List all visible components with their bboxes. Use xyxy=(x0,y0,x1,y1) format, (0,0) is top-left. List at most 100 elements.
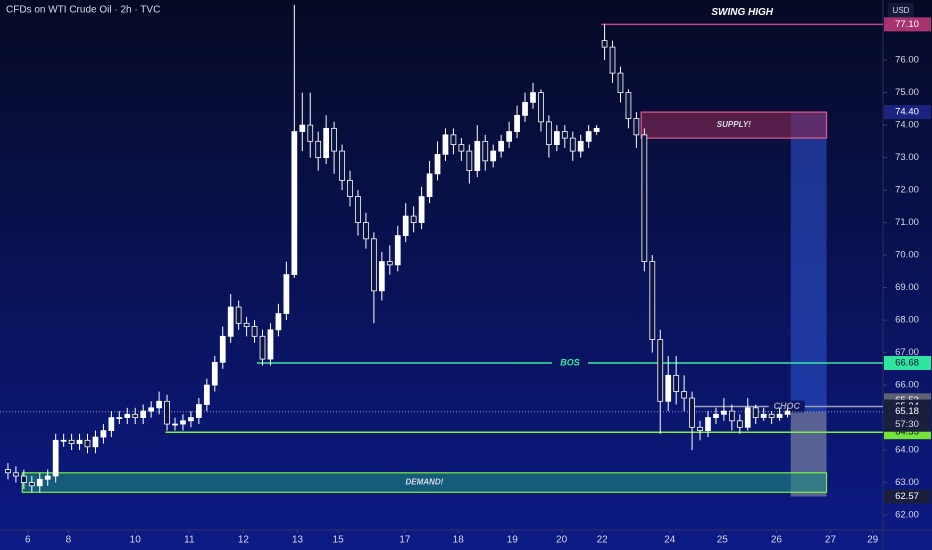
candle-body xyxy=(609,46,616,74)
price-tag xyxy=(884,489,931,504)
candle-body xyxy=(100,430,107,438)
candle-body xyxy=(784,410,791,415)
candle-body xyxy=(697,426,703,431)
x-tick-label: 20 xyxy=(556,535,568,546)
price-tag xyxy=(884,404,931,419)
price-tag-label: 74.40 xyxy=(895,107,919,118)
candle-body xyxy=(140,410,147,418)
candle-body xyxy=(601,40,608,48)
candle-body xyxy=(219,335,226,363)
x-tick-label: 13 xyxy=(292,535,304,546)
currency: USD xyxy=(893,6,910,15)
candle-body xyxy=(665,374,672,402)
candle-body xyxy=(13,472,19,477)
price-tag xyxy=(884,105,931,120)
y-tick-label: 69.00 xyxy=(895,282,919,293)
candle-body xyxy=(84,439,91,448)
candle-body xyxy=(116,417,123,419)
y-tick-label: 66.00 xyxy=(895,380,919,391)
candle-body xyxy=(490,150,497,162)
y-tick-label: 74.00 xyxy=(895,120,919,131)
candle-body xyxy=(744,407,751,428)
candle-body xyxy=(394,235,401,266)
candle-body xyxy=(402,215,409,236)
candle-body xyxy=(458,144,465,152)
candle-body xyxy=(506,131,512,142)
candle-body xyxy=(546,121,552,146)
candle-body xyxy=(148,407,155,412)
y-tick-label: 75.00 xyxy=(895,87,919,98)
x-tick-label: 11 xyxy=(184,535,195,546)
candle-body xyxy=(625,92,632,120)
candle-body xyxy=(514,114,520,133)
candle-body xyxy=(339,150,345,181)
label-bg xyxy=(768,400,805,413)
candle-body xyxy=(617,72,624,94)
candle-body xyxy=(132,413,139,418)
x-tick-label: 12 xyxy=(238,535,250,546)
candle-body xyxy=(410,215,417,223)
candle-body xyxy=(768,413,775,418)
candle-body xyxy=(378,261,385,292)
x-tick-label: 19 xyxy=(507,535,519,546)
candle-body xyxy=(259,335,266,360)
x-tick-label: 25 xyxy=(717,535,729,546)
candle-body xyxy=(728,410,735,422)
zone xyxy=(640,111,828,139)
candle-body xyxy=(196,404,202,418)
candle-body xyxy=(474,140,481,172)
candle-body xyxy=(649,261,656,340)
price-tag-label: 62.57 xyxy=(895,491,919,502)
candle-body xyxy=(569,137,576,152)
candle-body xyxy=(426,173,433,197)
candle-body xyxy=(323,127,330,159)
candle-body xyxy=(538,92,544,123)
candle-body xyxy=(124,413,131,418)
candle-body xyxy=(442,134,449,155)
y-tick-label: 73.00 xyxy=(895,152,919,163)
x-tick-label: 24 xyxy=(664,535,676,546)
label-bg xyxy=(551,356,588,369)
y-tick-label: 63.00 xyxy=(895,477,919,488)
candle-body xyxy=(307,124,314,142)
candle-body xyxy=(577,140,584,152)
y-tick-label: 71.00 xyxy=(895,217,919,228)
candle-body xyxy=(331,127,337,152)
candle-body xyxy=(227,306,234,337)
candle-body xyxy=(363,222,369,240)
candle-body xyxy=(180,420,186,425)
candle-body xyxy=(243,322,250,327)
candle-body xyxy=(681,391,687,399)
candle-body xyxy=(561,131,568,139)
candle-body xyxy=(172,423,178,426)
candle-body xyxy=(482,140,489,162)
candle-body xyxy=(60,439,67,442)
candle-body xyxy=(283,274,290,314)
y-tick-label: 72.00 xyxy=(895,185,919,196)
candle-body xyxy=(5,469,11,474)
candle-body xyxy=(211,361,218,386)
countdown: 57:30 xyxy=(895,419,919,430)
zone-label: SUPPLY! xyxy=(717,120,751,129)
candle-body xyxy=(92,436,99,448)
candle-body xyxy=(275,313,282,331)
candle-body xyxy=(386,261,393,266)
y-tick-label: 76.00 xyxy=(895,55,919,66)
projection-target xyxy=(790,112,827,412)
level-label: CHOC xyxy=(773,401,800,411)
candle-body xyxy=(267,329,274,360)
candle-body xyxy=(450,134,457,146)
candle-body xyxy=(713,413,719,418)
candle-body xyxy=(371,238,377,292)
candle-body xyxy=(522,101,528,116)
candle-body xyxy=(188,417,194,422)
candle-body xyxy=(736,420,743,428)
level-label: SWING HIGH xyxy=(711,7,773,18)
candle-body xyxy=(44,475,51,480)
candle-body xyxy=(689,397,695,428)
candle-body xyxy=(355,196,361,223)
candle-body xyxy=(752,407,759,418)
chart-title: CFDs on WTI Crude Oil · 2h · TVC xyxy=(6,5,160,16)
candle-body xyxy=(593,127,600,133)
y-tick-label: 64.00 xyxy=(895,445,919,456)
